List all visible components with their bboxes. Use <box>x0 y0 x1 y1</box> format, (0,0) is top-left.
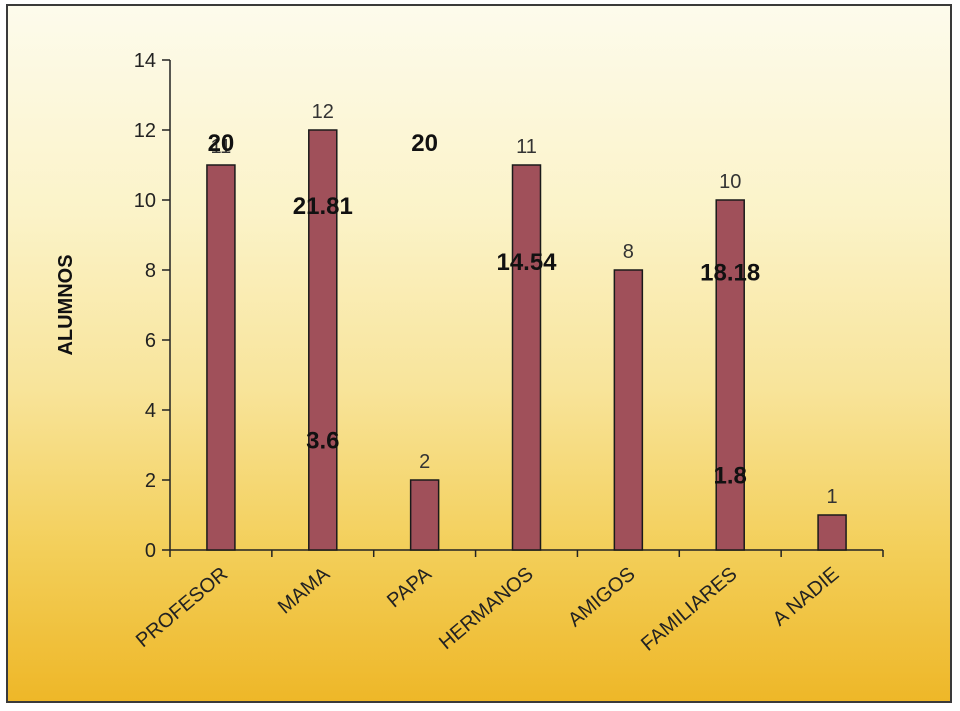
bar <box>613 269 644 551</box>
y-tick-label: 12 <box>134 120 156 142</box>
y-tick-label: 6 <box>145 330 156 352</box>
x-category-label: AMIGOS <box>564 563 639 631</box>
annotation-label: 3.6 <box>306 428 339 455</box>
y-tick-label: 2 <box>145 470 156 492</box>
bar <box>308 129 338 551</box>
x-category-label: FAMILIARES <box>637 563 741 656</box>
bar <box>715 199 745 551</box>
y-tick-label: 14 <box>134 50 156 72</box>
y-tick-label: 4 <box>145 400 156 422</box>
x-category-label: MAMA <box>274 563 335 619</box>
y-tick-label: 8 <box>145 260 156 282</box>
x-category-label: A NADIE <box>769 563 844 631</box>
annotation-label: 18.18 <box>700 260 760 287</box>
annotation-label: 20 <box>411 130 438 157</box>
y-tick-label: 0 <box>145 540 156 562</box>
annotation-label: 20 <box>208 130 235 157</box>
bar-value-label: 11 <box>516 136 537 158</box>
bar-value-label: 1 <box>827 486 838 508</box>
y-axis-title: ALUMNOS <box>55 254 77 355</box>
annotation-label: 21.81 <box>293 193 353 220</box>
x-category-label: HERMANOS <box>435 563 538 654</box>
x-category-label: PAPA <box>383 563 436 613</box>
chart-bars <box>206 129 847 551</box>
y-tick-label: 10 <box>134 190 156 212</box>
bar-value-label: 8 <box>623 241 634 263</box>
bar <box>817 514 847 551</box>
bar-value-label: 2 <box>419 451 430 473</box>
annotation-label: 14.54 <box>496 249 557 276</box>
bar-value-label: 10 <box>719 171 741 193</box>
x-category-label: PROFESOR <box>132 563 232 652</box>
bar <box>206 164 236 551</box>
bar-value-label: 11 <box>211 136 232 158</box>
chart-frame <box>6 4 952 703</box>
bar <box>409 479 440 551</box>
annotation-label: 1.8 <box>714 463 747 490</box>
bar-value-label: 12 <box>312 101 334 123</box>
bar <box>511 164 542 551</box>
